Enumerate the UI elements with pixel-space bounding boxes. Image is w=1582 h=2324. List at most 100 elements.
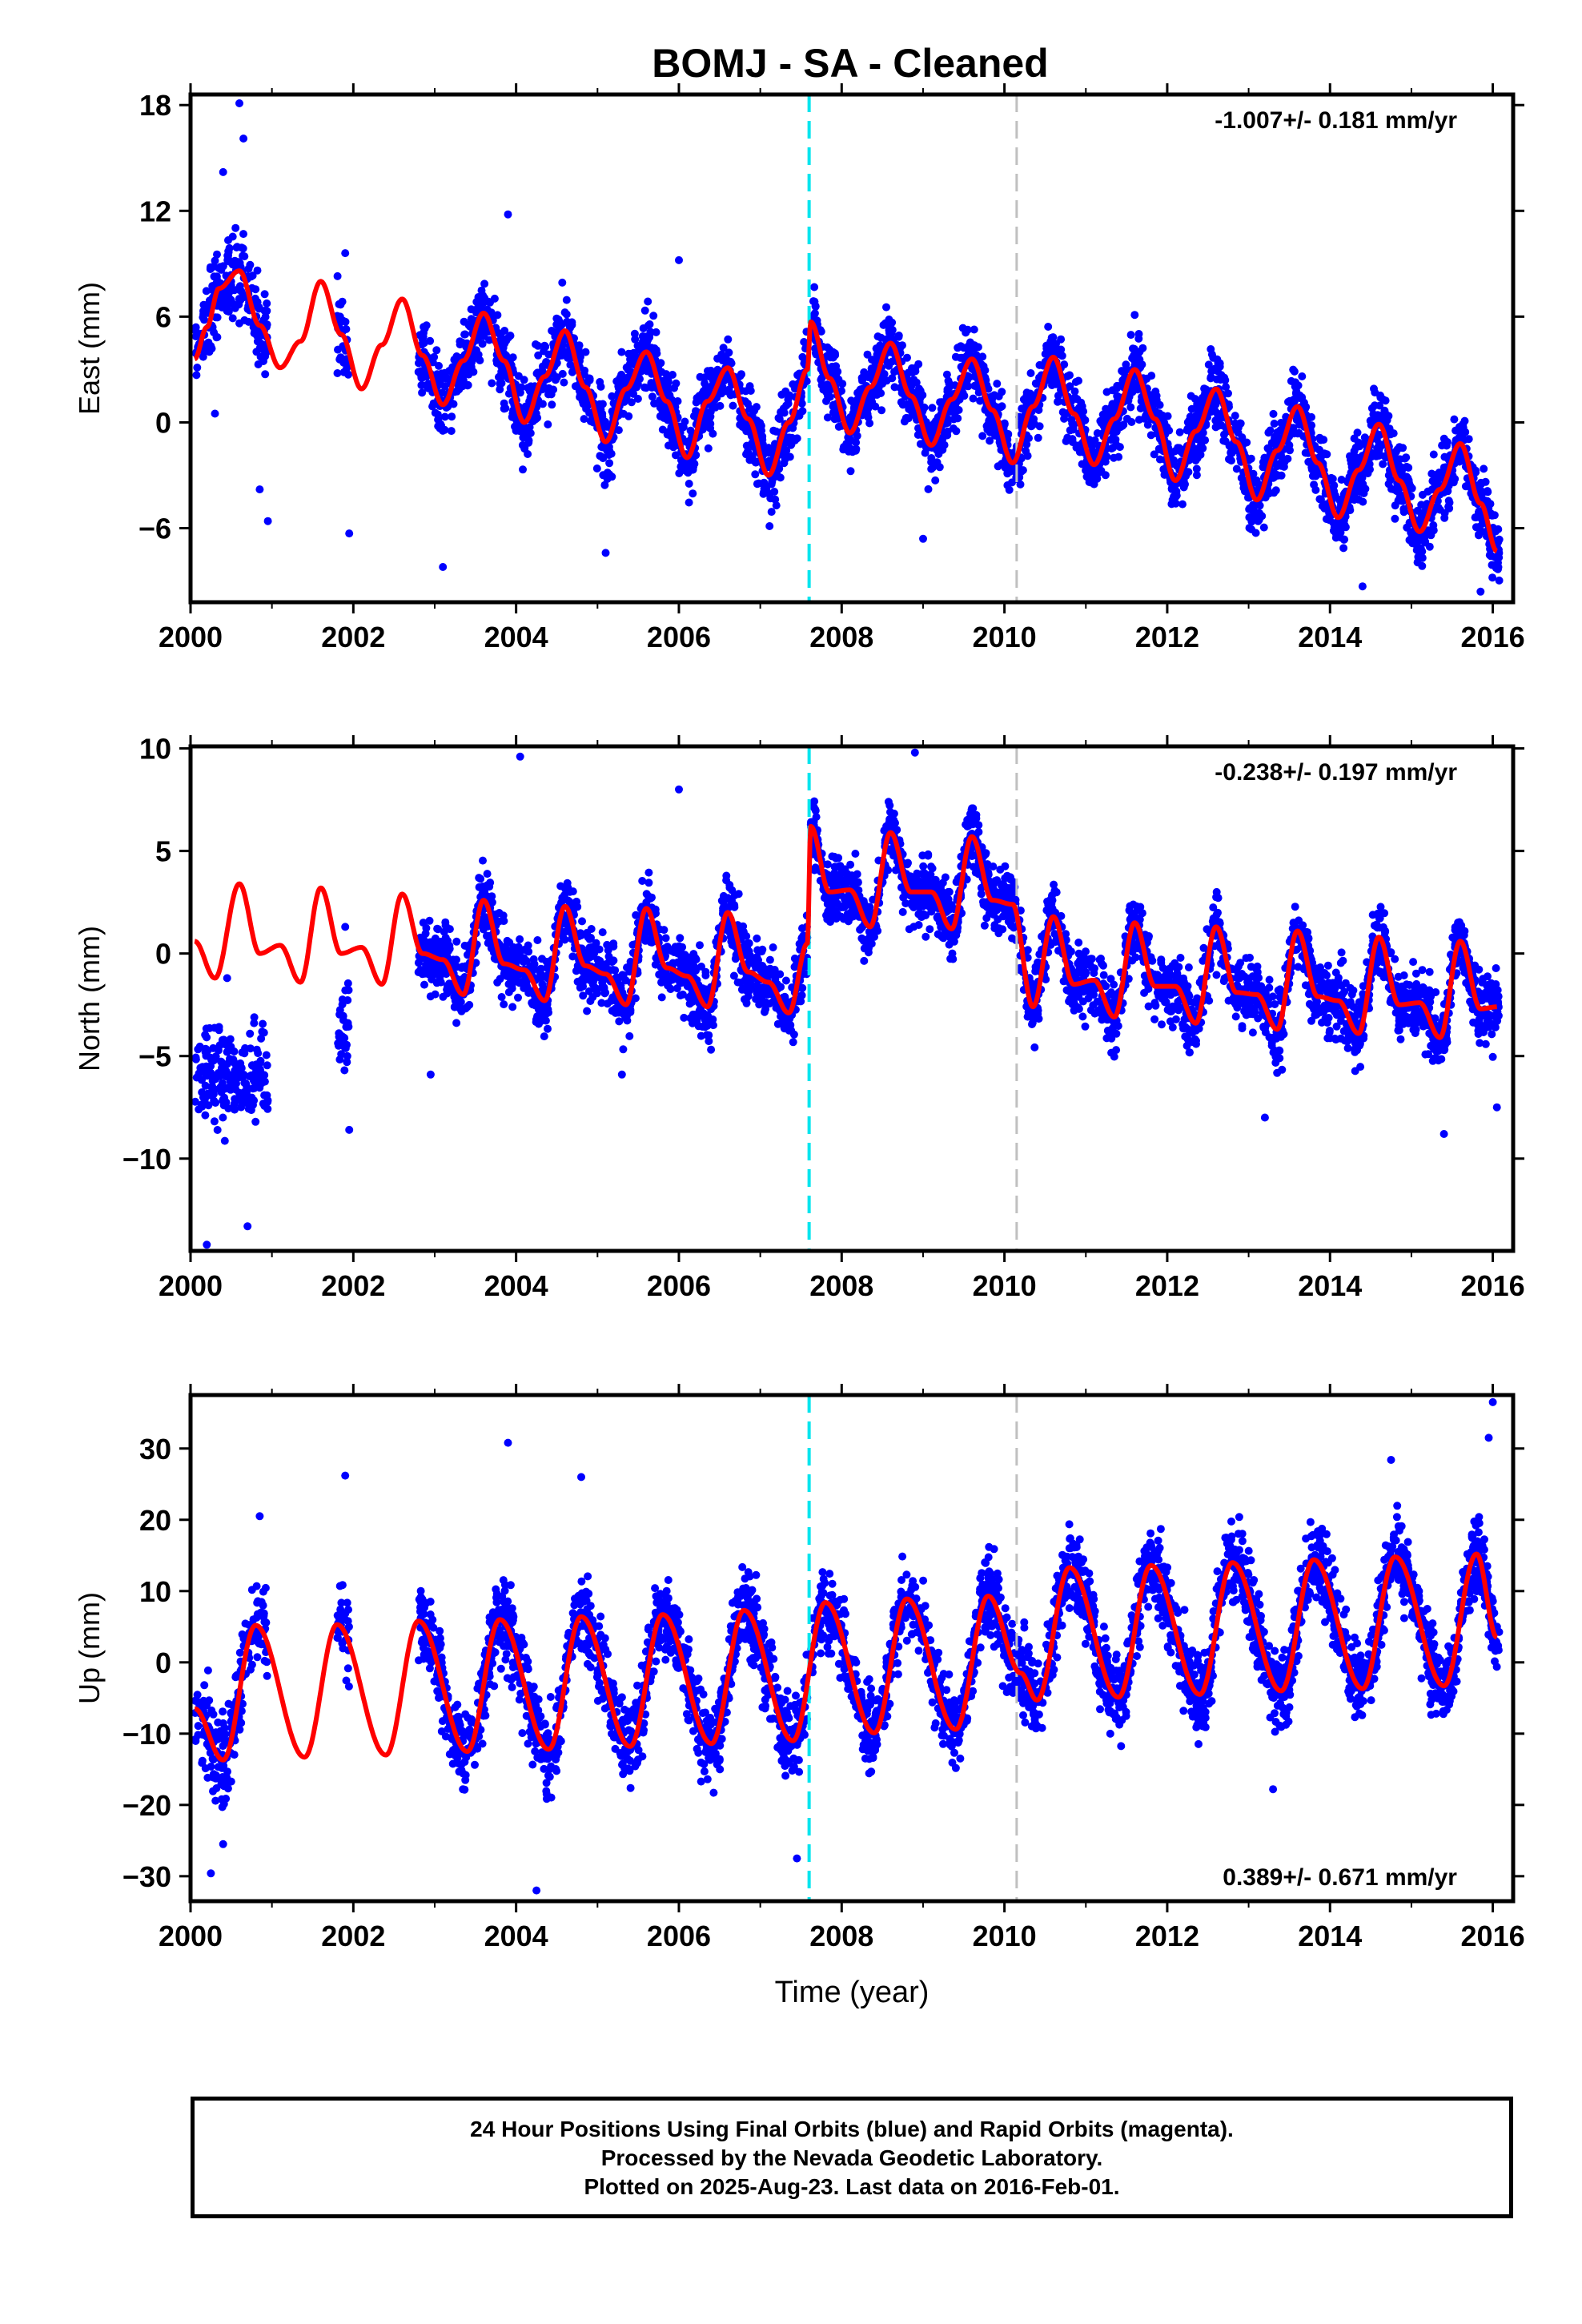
east-data-point bbox=[533, 368, 542, 377]
east-data-point bbox=[261, 370, 270, 379]
east-data-point bbox=[438, 388, 447, 397]
north-data-point bbox=[250, 1013, 259, 1022]
east-data-point bbox=[492, 359, 501, 368]
east-data-point bbox=[622, 393, 631, 401]
east-data-point bbox=[582, 404, 591, 413]
east-data-point bbox=[562, 296, 571, 304]
east-data-point bbox=[1429, 450, 1438, 459]
east-data-point bbox=[1291, 389, 1300, 397]
east-data-point bbox=[512, 420, 520, 429]
east-x-tick-label: 2000 bbox=[159, 621, 223, 653]
north-data-point bbox=[250, 1084, 259, 1092]
east-data-point bbox=[579, 397, 588, 406]
east-data-point bbox=[199, 352, 207, 361]
east-data-point bbox=[1459, 423, 1468, 432]
east-y-tick-label: −6 bbox=[139, 513, 171, 545]
east-data-point bbox=[702, 420, 710, 428]
north-data-point bbox=[335, 1055, 344, 1063]
east-data-point bbox=[1286, 446, 1294, 455]
east-data-point bbox=[777, 390, 786, 399]
east-data-point bbox=[209, 262, 218, 271]
east-data-point bbox=[512, 426, 520, 435]
east-data-point bbox=[993, 380, 1002, 388]
east-data-point bbox=[435, 361, 443, 370]
east-data-point bbox=[718, 383, 727, 392]
east-data-point bbox=[648, 382, 657, 391]
east-data-point bbox=[751, 470, 760, 479]
east-data-point bbox=[250, 329, 259, 338]
east-data-point bbox=[770, 488, 779, 496]
east-data-point bbox=[931, 476, 940, 485]
east-data-point bbox=[1108, 386, 1117, 395]
east-data-point bbox=[239, 251, 247, 260]
east-data-point bbox=[1476, 587, 1485, 596]
east-data-point bbox=[1294, 429, 1302, 438]
east-data-point bbox=[660, 403, 669, 411]
east-data-point bbox=[237, 243, 246, 252]
east-data-point bbox=[219, 297, 227, 306]
east-data-point bbox=[1127, 418, 1136, 426]
east-data-point bbox=[1134, 416, 1143, 424]
east-data-point bbox=[1034, 433, 1042, 442]
east-data-point bbox=[1150, 450, 1158, 459]
east-data-point bbox=[447, 427, 456, 436]
east-data-point bbox=[810, 309, 819, 318]
east-data-point bbox=[1289, 365, 1298, 374]
north-data-point bbox=[243, 1222, 252, 1231]
east-y-tick-label: 6 bbox=[155, 300, 171, 333]
east-data-point bbox=[517, 383, 526, 392]
east-data-point bbox=[1231, 412, 1239, 420]
east-data-point bbox=[239, 230, 247, 239]
east-data-point bbox=[748, 439, 757, 448]
east-data-point bbox=[496, 385, 504, 394]
north-data-point bbox=[615, 1008, 624, 1017]
east-frame bbox=[188, 92, 1516, 605]
east-data-point bbox=[647, 344, 656, 352]
east-data-point bbox=[1241, 487, 1249, 496]
east-data-point bbox=[1358, 582, 1367, 591]
east-data-point bbox=[480, 332, 488, 340]
east-data-point bbox=[1052, 340, 1060, 348]
east-data-point bbox=[665, 431, 674, 440]
east-data-point bbox=[943, 427, 952, 436]
east-data-point bbox=[532, 340, 540, 348]
east-data-point bbox=[1225, 455, 1233, 464]
east-data-point bbox=[596, 404, 604, 412]
east-data-point bbox=[1391, 514, 1399, 523]
east-data-point bbox=[1195, 447, 1203, 456]
east-data-point bbox=[420, 328, 428, 337]
east-data-point bbox=[193, 364, 202, 372]
east-data-point bbox=[1232, 464, 1241, 473]
north-data-point bbox=[203, 1240, 211, 1249]
east-data-point bbox=[652, 328, 661, 336]
east-data-point bbox=[986, 436, 994, 445]
east-data-point bbox=[254, 360, 263, 368]
east-data-point bbox=[772, 501, 781, 510]
east-data-point bbox=[1155, 455, 1164, 464]
east-data-point bbox=[757, 421, 765, 430]
east-data-point bbox=[580, 415, 588, 424]
east-x-tick-label: 2012 bbox=[1135, 621, 1199, 653]
east-data-point bbox=[459, 376, 468, 384]
east-data-point bbox=[1215, 362, 1224, 371]
east-data-point bbox=[1136, 404, 1145, 412]
east-data-point bbox=[1245, 513, 1254, 521]
east-data-point bbox=[341, 317, 350, 326]
north-data-point bbox=[230, 1047, 239, 1055]
east-data-point bbox=[605, 459, 614, 468]
north-data-point bbox=[226, 1077, 235, 1086]
east-data-point bbox=[235, 99, 243, 107]
east-data-point bbox=[649, 312, 658, 320]
east-data-point bbox=[342, 325, 351, 333]
east-data-point bbox=[729, 401, 737, 410]
east-data-point bbox=[601, 549, 610, 557]
east-data-point bbox=[1483, 487, 1492, 496]
east-data-point bbox=[1050, 372, 1059, 381]
east-data-point bbox=[1355, 442, 1364, 451]
east-data-point bbox=[780, 408, 789, 417]
east-data-point bbox=[524, 436, 533, 444]
north-data-point bbox=[707, 1045, 716, 1054]
east-data-point bbox=[224, 236, 232, 244]
east-x-tick-label: 2016 bbox=[1461, 621, 1525, 653]
east-data-point bbox=[1380, 406, 1389, 415]
